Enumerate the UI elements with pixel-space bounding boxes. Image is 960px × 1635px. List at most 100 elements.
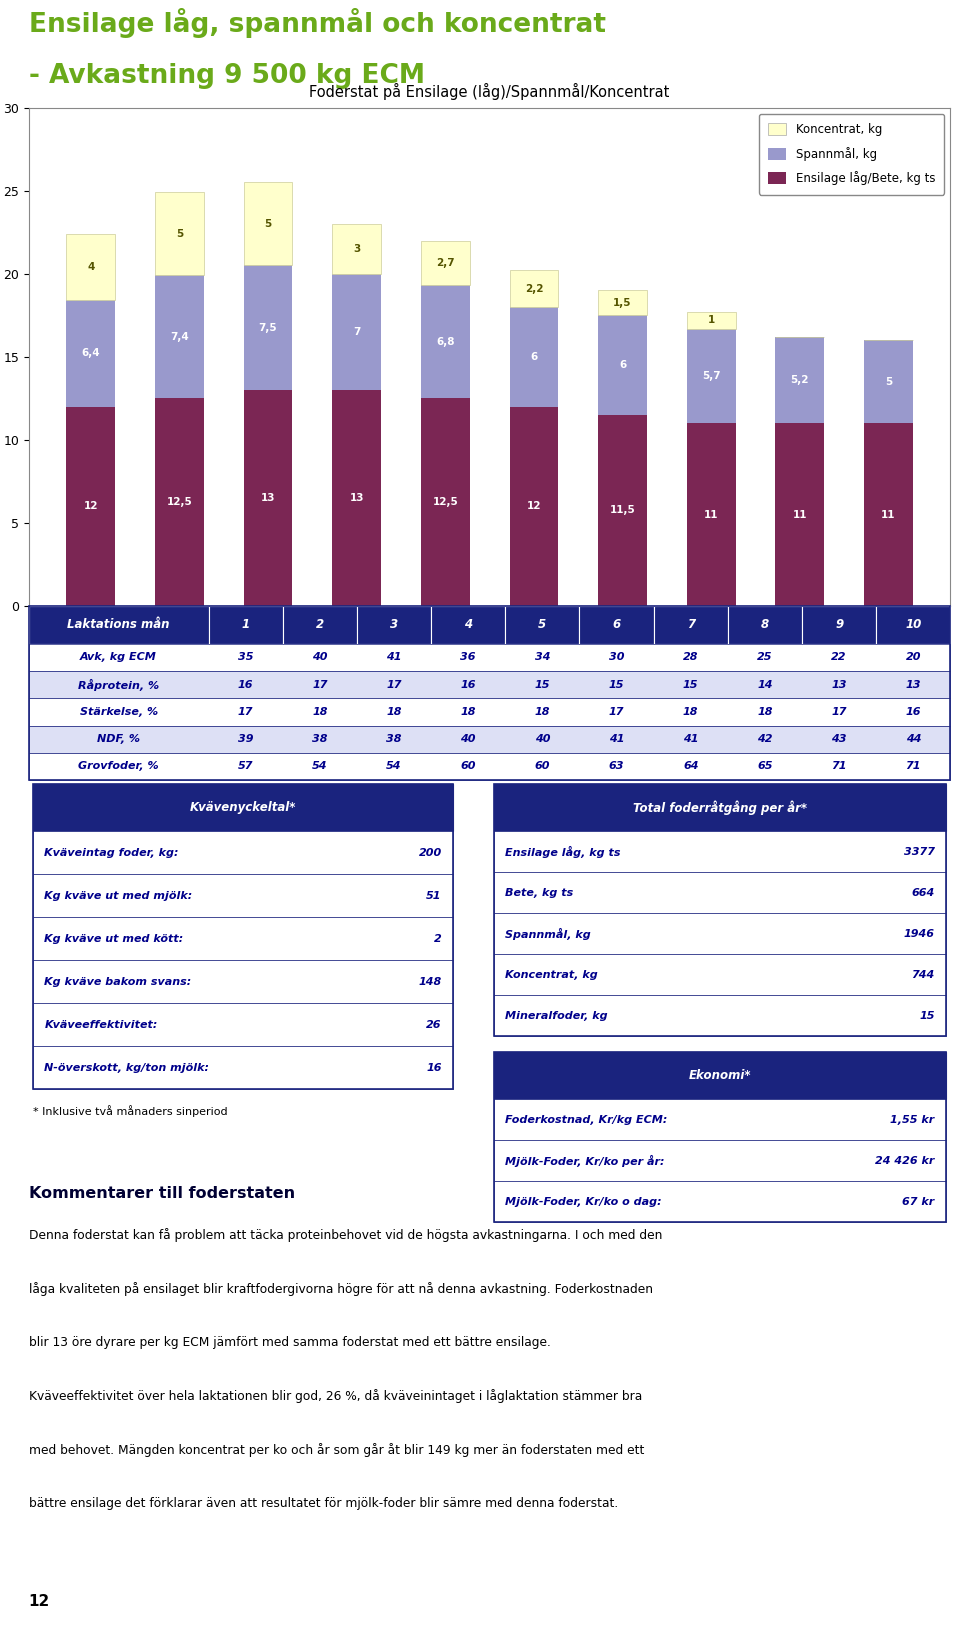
Text: 664: 664 [911,888,935,898]
Text: 7: 7 [353,327,360,337]
Text: 57: 57 [238,762,253,772]
Text: 30: 30 [609,652,624,662]
Bar [686,329,735,423]
Text: Kommentarer till foderstaten: Kommentarer till foderstaten [29,1185,295,1202]
Text: 4: 4 [87,262,94,271]
Text: 1,55 kr: 1,55 kr [891,1115,935,1125]
Bar [864,423,913,607]
Bar [34,831,453,875]
Bar [156,275,204,399]
Text: Grovfoder, %: Grovfoder, % [79,762,159,772]
Bar [34,875,453,917]
Text: 1946: 1946 [903,929,935,938]
Text: 26: 26 [426,1020,442,1030]
Text: 11: 11 [704,510,718,520]
Bar [494,871,946,914]
Bar [282,607,357,644]
Bar [494,1182,946,1223]
Text: 3377: 3377 [903,847,935,857]
Bar [598,291,647,316]
Bar [29,698,950,726]
Text: N-överskott, kg/ton mjölk:: N-överskott, kg/ton mjölk: [44,1063,209,1073]
Text: 64: 64 [683,762,699,772]
Text: 13: 13 [905,680,921,690]
Text: 17: 17 [831,706,847,716]
Text: 12: 12 [84,502,98,512]
Bar [156,399,204,607]
Text: 63: 63 [609,762,624,772]
Bar [34,1004,453,1046]
Bar [244,183,293,265]
Text: 17: 17 [386,680,401,690]
Bar [494,831,946,871]
Text: Kg kväve bakom svans:: Kg kväve bakom svans: [44,976,192,988]
Text: 18: 18 [461,706,476,716]
Text: 6: 6 [612,618,620,631]
Text: 3: 3 [353,244,360,253]
Text: Total foderråtgång per år*: Total foderråtgång per år* [633,801,807,814]
Text: Kväveeffektivitet över hela laktationen blir god, 26 %, då kväveinintaget i lågl: Kväveeffektivitet över hela laktationen … [29,1390,642,1403]
Text: 12,5: 12,5 [167,497,192,507]
Bar [420,286,469,399]
Text: 41: 41 [386,652,401,662]
Bar [431,607,505,644]
Text: 71: 71 [905,762,921,772]
Text: 38: 38 [312,734,327,744]
Bar [357,607,431,644]
Text: 6: 6 [619,360,626,370]
Text: Kväveintag foder, kg:: Kväveintag foder, kg: [44,847,179,858]
Text: blir 13 öre dyrare per kg ECM jämfört med samma foderstat med ett bättre ensilag: blir 13 öre dyrare per kg ECM jämfört me… [29,1336,551,1349]
Text: 5: 5 [885,376,892,387]
Bar [332,273,381,391]
Bar [776,337,824,423]
Text: 5: 5 [176,229,183,239]
Bar [29,726,950,752]
Text: 17: 17 [312,680,327,690]
Bar [156,193,204,275]
Text: 13: 13 [349,492,364,504]
Text: bättre ensilage det förklarar även att resultatet för mjölk-foder blir sämre med: bättre ensilage det förklarar även att r… [29,1496,618,1509]
Text: Kg kväve ut med kött:: Kg kväve ut med kött: [44,934,183,943]
Text: 16: 16 [905,706,921,716]
Text: 18: 18 [386,706,401,716]
Bar [598,415,647,607]
Bar [494,1099,946,1140]
Bar [29,607,208,644]
Bar [510,307,559,407]
Text: 15: 15 [535,680,550,690]
Text: 7,4: 7,4 [170,332,189,342]
Text: 2: 2 [316,618,324,631]
Bar [420,399,469,607]
Text: 1: 1 [242,618,250,631]
Text: 744: 744 [911,970,935,979]
Legend: Koncentrat, kg, Spannmål, kg, Ensilage låg/Bete, kg ts: Koncentrat, kg, Spannmål, kg, Ensilage l… [759,114,945,195]
Text: 15: 15 [920,1010,935,1020]
Text: 40: 40 [461,734,476,744]
Text: Spannmål, kg: Spannmål, kg [505,927,591,940]
Text: 5: 5 [264,219,272,229]
Bar [34,917,453,960]
Bar [494,1053,946,1099]
Bar [66,301,115,407]
Text: Denna foderstat kan få problem att täcka proteinbehovet vid de högsta avkastning: Denna foderstat kan få problem att täcka… [29,1228,662,1243]
Text: 40: 40 [535,734,550,744]
Text: 12,5: 12,5 [432,497,458,507]
Bar [34,785,453,1089]
Text: 2,7: 2,7 [436,258,455,268]
Bar [34,960,453,1004]
Text: Kg kväve ut med mjölk:: Kg kväve ut med mjölk: [44,891,193,901]
Text: 11: 11 [793,510,807,520]
Text: 18: 18 [683,706,699,716]
Text: 9: 9 [835,618,843,631]
Text: Mjölk-Foder, Kr/ko o dag:: Mjölk-Foder, Kr/ko o dag: [505,1197,661,1207]
Text: 16: 16 [426,1063,442,1073]
Text: 18: 18 [535,706,550,716]
Bar [580,607,654,644]
Bar [598,316,647,415]
Text: 67 kr: 67 kr [902,1197,935,1207]
Text: 12: 12 [527,502,541,512]
Text: 14: 14 [757,680,773,690]
Text: 54: 54 [386,762,401,772]
Bar [494,785,946,831]
Text: Kvävenyckeltal*: Kvävenyckeltal* [190,801,297,814]
